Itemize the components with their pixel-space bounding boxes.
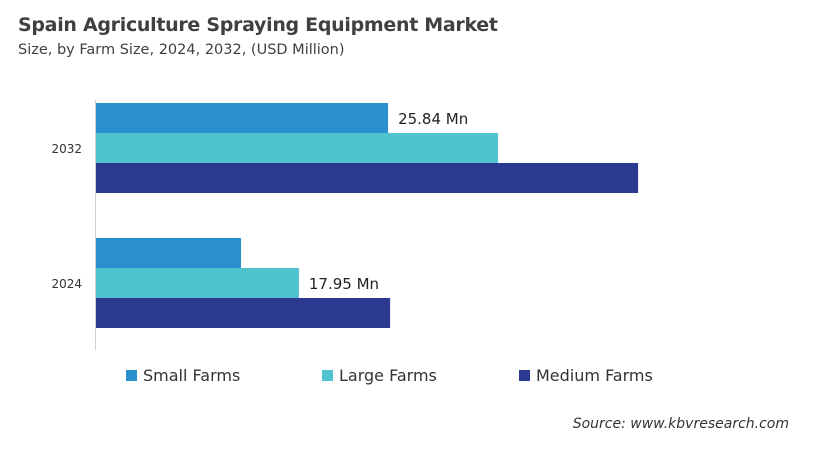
legend-label: Large Farms	[339, 366, 437, 385]
legend-label: Medium Farms	[536, 366, 653, 385]
bar-2032-small-farms	[96, 103, 389, 133]
legend-swatch	[322, 370, 333, 381]
y-tick-label: 2024	[51, 277, 82, 291]
bar-2032-medium-farms	[96, 163, 639, 193]
bar-2024-medium-farms	[96, 298, 391, 328]
chart-title: Spain Agriculture Spraying Equipment Mar…	[18, 14, 498, 36]
y-tick-label: 2032	[51, 142, 82, 156]
legend-item-small-farms: Small Farms	[126, 366, 240, 385]
legend-label: Small Farms	[143, 366, 241, 385]
data-label: 25.84 Mn	[398, 110, 468, 128]
legend-item-medium-farms: Medium Farms	[519, 366, 653, 385]
legend: Small Farms Large Farms Medium Farms	[0, 366, 817, 388]
bar-2032-large-farms	[96, 133, 499, 163]
legend-item-large-farms: Large Farms	[322, 366, 437, 385]
data-label: 17.95 Mn	[309, 275, 379, 293]
chart-subtitle: Size, by Farm Size, 2024, 2032, (USD Mil…	[18, 42, 345, 58]
bar-2024-large-farms	[96, 268, 299, 298]
source-note: Source: www.kbvresearch.com	[572, 416, 789, 432]
legend-swatch	[519, 370, 530, 381]
bar-2024-small-farms	[96, 238, 242, 268]
legend-swatch	[126, 370, 137, 381]
